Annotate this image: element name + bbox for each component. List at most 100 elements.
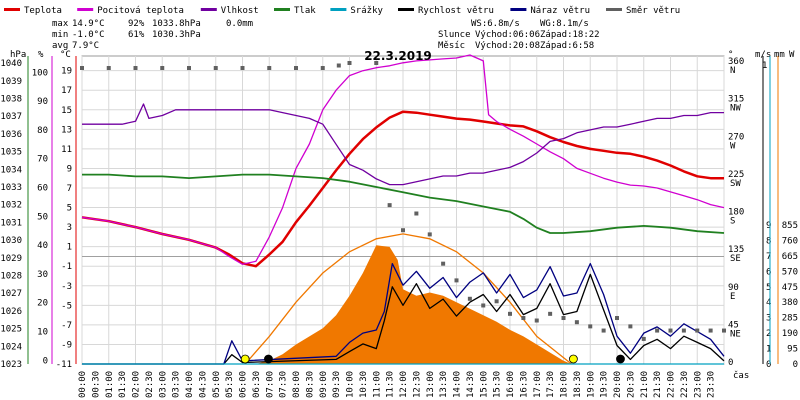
- sunset-marker: [568, 354, 578, 364]
- stats-humidity: 61%: [128, 30, 145, 40]
- degc-tick-label: -3: [61, 282, 72, 292]
- wind-direction-point: [628, 324, 633, 329]
- dir-tick-label: 315: [728, 95, 744, 105]
- wind-direction-point: [347, 61, 352, 65]
- wind-direction-point: [508, 311, 512, 316]
- time-tick-label: 23:00: [693, 371, 703, 398]
- wind-direction-point: [481, 303, 486, 308]
- dir-tick-label: 45: [728, 320, 739, 330]
- ms-tick-label: 0: [766, 360, 771, 370]
- info-sunset: Západ:18:22: [540, 30, 600, 40]
- wind-direction-point: [521, 316, 526, 321]
- wind-direction-point: [106, 66, 111, 71]
- w-unit: W: [789, 50, 795, 60]
- ms-tick-label: 9: [766, 221, 771, 231]
- time-tick-label: 20:00: [613, 371, 623, 398]
- time-tick-label: 00:00: [78, 371, 88, 398]
- time-tick-label: 02:00: [132, 371, 142, 398]
- info-sunrise: Východ:06:06: [475, 30, 540, 40]
- hpa-tick-label: 1035: [0, 148, 22, 158]
- time-tick-label: 00:30: [91, 371, 101, 398]
- legend-label: Směr větru: [626, 6, 680, 16]
- degc-tick-label: 5: [67, 204, 72, 214]
- w-tick-label: 95: [787, 345, 798, 355]
- legend-swatch: [77, 8, 94, 11]
- time-tick-label: 09:00: [319, 371, 329, 398]
- hpa-tick-label: 1037: [0, 112, 22, 122]
- dir-tick-label: 135: [728, 245, 744, 255]
- w-tick-label: 570: [782, 267, 798, 277]
- legend-label: Tlak: [294, 6, 316, 16]
- time-tick-label: 11:00: [372, 371, 382, 398]
- wind-direction-point: [454, 278, 459, 283]
- wind-direction-point: [160, 66, 165, 71]
- wind-direction-point: [414, 211, 419, 216]
- degc-unit: °C: [60, 50, 71, 60]
- time-tick-label: 11:30: [386, 371, 396, 398]
- hpa-tick-label: 1026: [0, 307, 22, 317]
- time-tick-label: 06:00: [239, 371, 249, 398]
- time-tick-label: 21:30: [653, 371, 663, 398]
- time-tick-label: 14:30: [466, 371, 476, 398]
- axes-layer: 1040103910381037103610351034103310321031…: [0, 50, 798, 398]
- moonrise-marker: [616, 354, 625, 364]
- hpa-tick-label: 1038: [0, 94, 22, 104]
- legend-label: Vlhkost: [221, 6, 259, 16]
- stats-pressure: 1033.8hPa: [152, 19, 201, 29]
- time-tick-label: 06:30: [252, 371, 262, 398]
- wind-direction-point: [133, 66, 138, 71]
- pct-tick-label: 60: [37, 184, 48, 194]
- wind-direction-point: [641, 336, 646, 341]
- dir-tick-label: 180: [728, 208, 744, 218]
- series-line-rychlost-v-tru: [82, 273, 725, 365]
- time-tick-label: 03:00: [158, 371, 168, 398]
- ms-tick-label: 7: [766, 252, 771, 262]
- degc-tick-label: -1: [61, 262, 72, 272]
- series-layer: [80, 54, 726, 365]
- time-tick-label: 04:00: [185, 371, 195, 398]
- wind-direction-point: [374, 61, 379, 65]
- pct-tick-label: 70: [37, 155, 48, 165]
- legend-swatch: [510, 8, 527, 11]
- hpa-tick-label: 1028: [0, 271, 22, 281]
- time-tick-label: 18:00: [560, 371, 570, 398]
- pct-tick-label: 50: [37, 212, 48, 222]
- w-tick-label: 190: [782, 329, 798, 339]
- dir-unit: °: [728, 50, 733, 60]
- wind-direction-point: [534, 318, 539, 323]
- w-tick-label: 855: [782, 221, 798, 231]
- time-tick-label: 21:00: [640, 371, 650, 398]
- degc-tick-label: 13: [61, 125, 72, 135]
- ms-tick-label: 2: [766, 329, 771, 339]
- time-tick-label: 14:00: [453, 371, 463, 398]
- wind-direction-point: [695, 328, 700, 333]
- degc-tick-label: -5: [61, 301, 72, 311]
- time-tick-label: 16:30: [519, 371, 529, 398]
- dir-compass-label: W: [730, 141, 736, 151]
- time-tick-label: 08:30: [305, 371, 315, 398]
- w-tick-label: 380: [782, 298, 798, 308]
- wind-direction-point: [240, 66, 245, 71]
- hpa-tick-label: 1030: [0, 236, 22, 246]
- dir-compass-label: NW: [730, 104, 741, 114]
- time-tick-label: 19:30: [600, 371, 610, 398]
- stats-panel: max 14.9°C 92% 1033.8hPa 0.0mm min -1.0°C 61% 10…: [52, 19, 253, 51]
- legend-swatch: [274, 8, 290, 11]
- hpa-tick-label: 1029: [0, 254, 22, 264]
- dir-compass-label: SW: [730, 179, 741, 189]
- degc-tick-label: 7: [67, 184, 72, 194]
- legend-swatch: [200, 8, 217, 11]
- wind-direction-point: [294, 66, 298, 71]
- time-tick-label: 09:30: [332, 371, 342, 398]
- w-tick-label: 665: [782, 252, 798, 262]
- stats-row-label: avg: [52, 41, 68, 51]
- chart-date: 22.3.2019: [364, 49, 432, 63]
- wind-direction-point: [336, 63, 341, 68]
- time-tick-label: 17:30: [546, 371, 556, 398]
- hpa-tick-label: 1031: [0, 218, 22, 228]
- stats-temp: -1.0°C: [72, 30, 105, 40]
- moonset-marker: [264, 354, 273, 364]
- time-tick-label: 12:30: [412, 371, 422, 398]
- time-tick-label: 15:30: [493, 371, 503, 398]
